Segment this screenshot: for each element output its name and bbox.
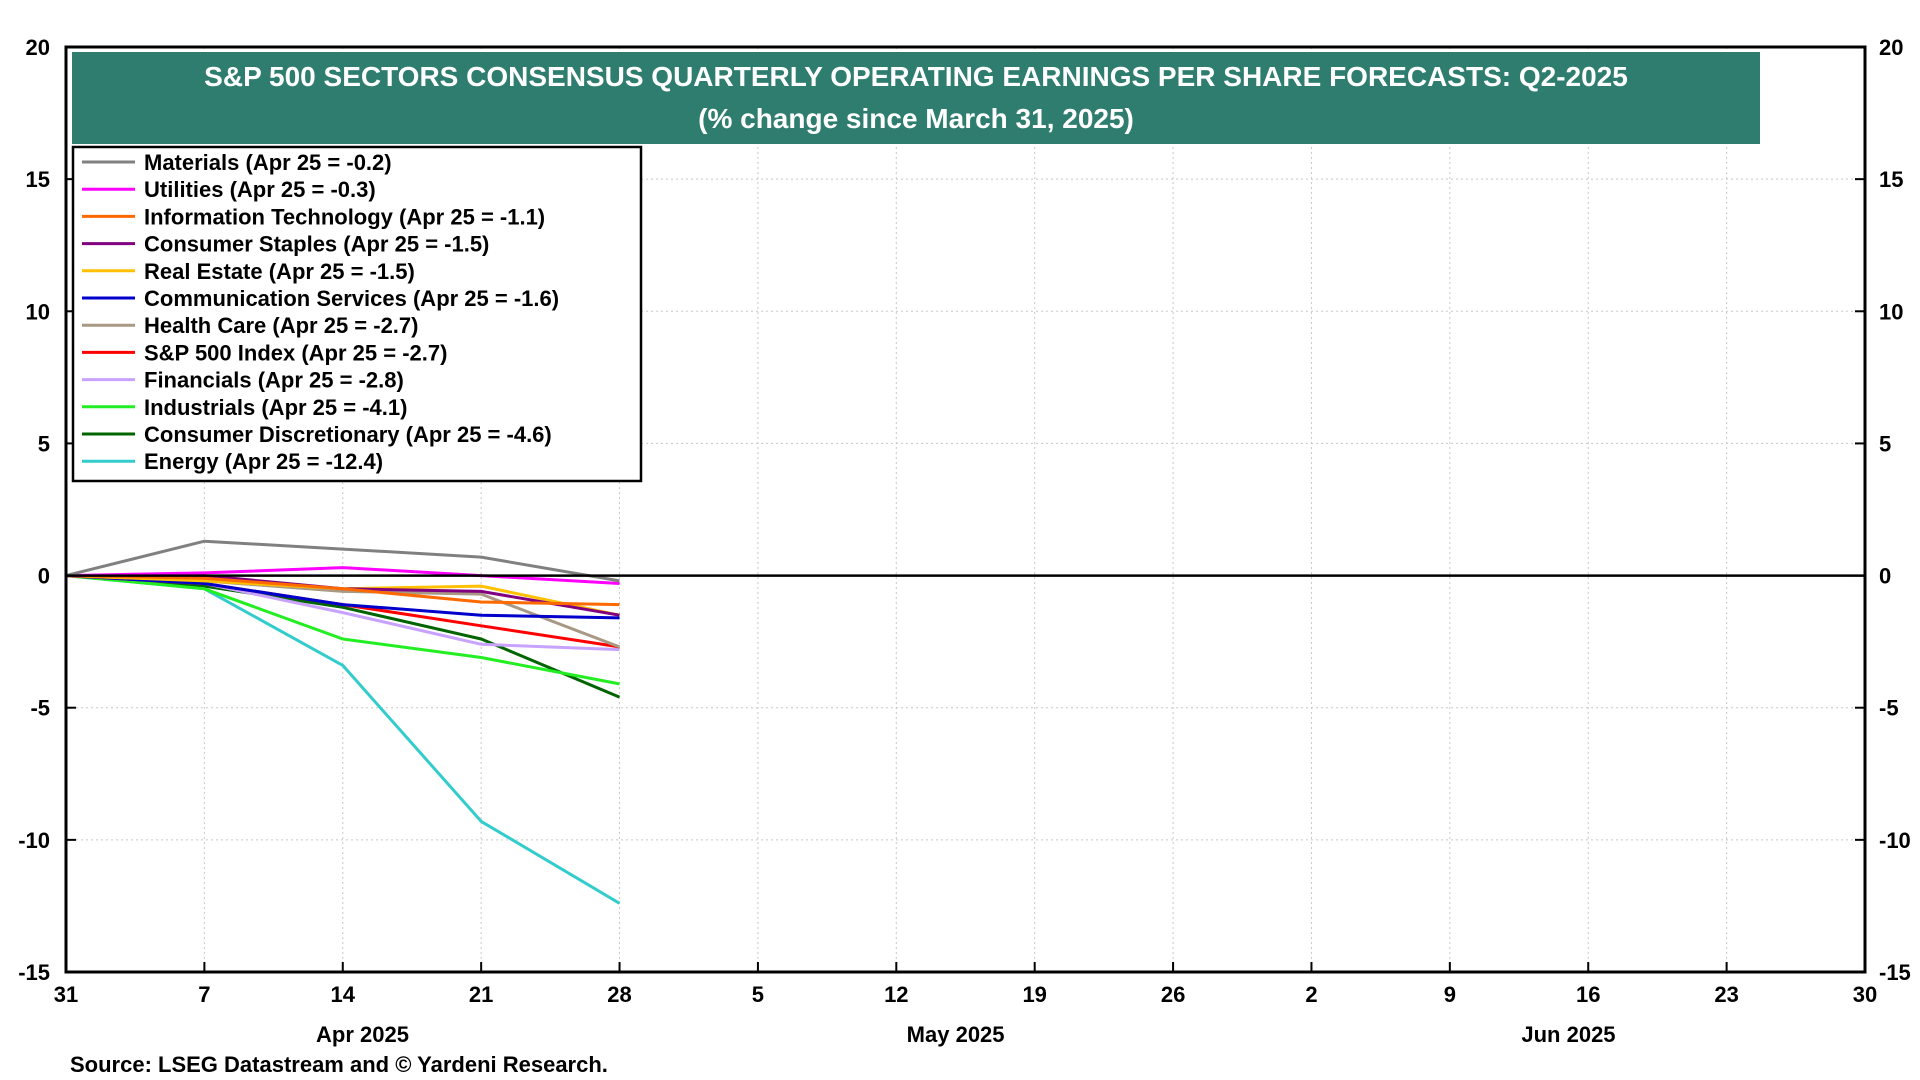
y-tick-label-right: -5 [1879, 696, 1899, 721]
series-line [65, 539, 620, 583]
y-tick-label-left: 0 [38, 564, 50, 589]
x-tick-label: 28 [607, 982, 631, 1007]
x-tick-label: 23 [1714, 982, 1738, 1007]
x-tick-label: 21 [469, 982, 493, 1007]
y-tick-label-left: -15 [18, 960, 50, 985]
legend-label: S&P 500 Index (Apr 25 = -2.7) [144, 340, 447, 365]
title-background [72, 52, 1760, 144]
series-line [65, 574, 620, 607]
x-tick-label: 30 [1853, 982, 1877, 1007]
x-tick-label: 26 [1161, 982, 1185, 1007]
legend-label: Consumer Discretionary (Apr 25 = -4.6) [144, 422, 552, 447]
x-tick-label: 7 [198, 982, 210, 1007]
y-tick-label-left: 15 [26, 167, 50, 192]
series-line [65, 574, 620, 686]
y-tick-label-left: 20 [26, 35, 50, 60]
legend-label: Information Technology (Apr 25 = -1.1) [144, 204, 545, 229]
x-tick-label: 2 [1305, 982, 1317, 1007]
legend-label: Materials (Apr 25 = -0.2) [144, 150, 392, 175]
y-tick-label-left: -5 [30, 696, 50, 721]
x-month-label: May 2025 [907, 1022, 1005, 1047]
y-tick-label-right: 15 [1879, 167, 1903, 192]
series-line [65, 574, 621, 905]
source-note: Source: LSEG Datastream and © Yardeni Re… [70, 1052, 608, 1077]
series-line [65, 574, 621, 699]
x-month-label: Jun 2025 [1521, 1022, 1615, 1047]
chart-subtitle: (% change since March 31, 2025) [698, 103, 1134, 134]
legend: Materials (Apr 25 = -0.2)Utilities (Apr … [71, 145, 643, 483]
x-tick-label: 12 [884, 982, 908, 1007]
legend-label: Financials (Apr 25 = -2.8) [144, 368, 404, 393]
series-layer [65, 539, 621, 905]
y-tick-label-right: 10 [1879, 299, 1903, 324]
title-banner: S&P 500 SECTORS CONSENSUS QUARTERLY OPER… [72, 52, 1760, 144]
x-month-label: Apr 2025 [316, 1022, 409, 1047]
y-tick-label-right: 5 [1879, 431, 1891, 456]
grid-layer [66, 47, 1865, 972]
legend-label: Real Estate (Apr 25 = -1.5) [144, 259, 415, 284]
y-tick-label-right: -15 [1879, 960, 1911, 985]
chart-title: S&P 500 SECTORS CONSENSUS QUARTERLY OPER… [204, 61, 1628, 92]
x-tick-label: 16 [1576, 982, 1600, 1007]
y-tick-label-left: 5 [38, 431, 50, 456]
legend-label: Utilities (Apr 25 = -0.3) [144, 177, 376, 202]
y-tick-label-right: -10 [1879, 828, 1911, 853]
y-tick-label-right: 0 [1879, 564, 1891, 589]
y-tick-label-left: -10 [18, 828, 50, 853]
plot-frame [64, 45, 1867, 974]
x-tick-label: 31 [54, 982, 78, 1007]
legend-label: Health Care (Apr 25 = -2.7) [144, 313, 418, 338]
legend-label: Communication Services (Apr 25 = -1.6) [144, 286, 559, 311]
series-line [65, 566, 620, 585]
legend-label: Energy (Apr 25 = -12.4) [144, 449, 383, 474]
x-tick-label: 19 [1022, 982, 1046, 1007]
x-tick-label: 9 [1444, 982, 1456, 1007]
series-line [65, 574, 620, 620]
legend-label: Consumer Staples (Apr 25 = -1.5) [144, 232, 489, 257]
legend-box [71, 145, 643, 483]
y-tick-label-left: 10 [26, 299, 50, 324]
y-tick-label-right: 20 [1879, 35, 1903, 60]
x-tick-label: 14 [331, 982, 356, 1007]
x-tick-label: 5 [752, 982, 764, 1007]
legend-label: Industrials (Apr 25 = -4.1) [144, 395, 407, 420]
